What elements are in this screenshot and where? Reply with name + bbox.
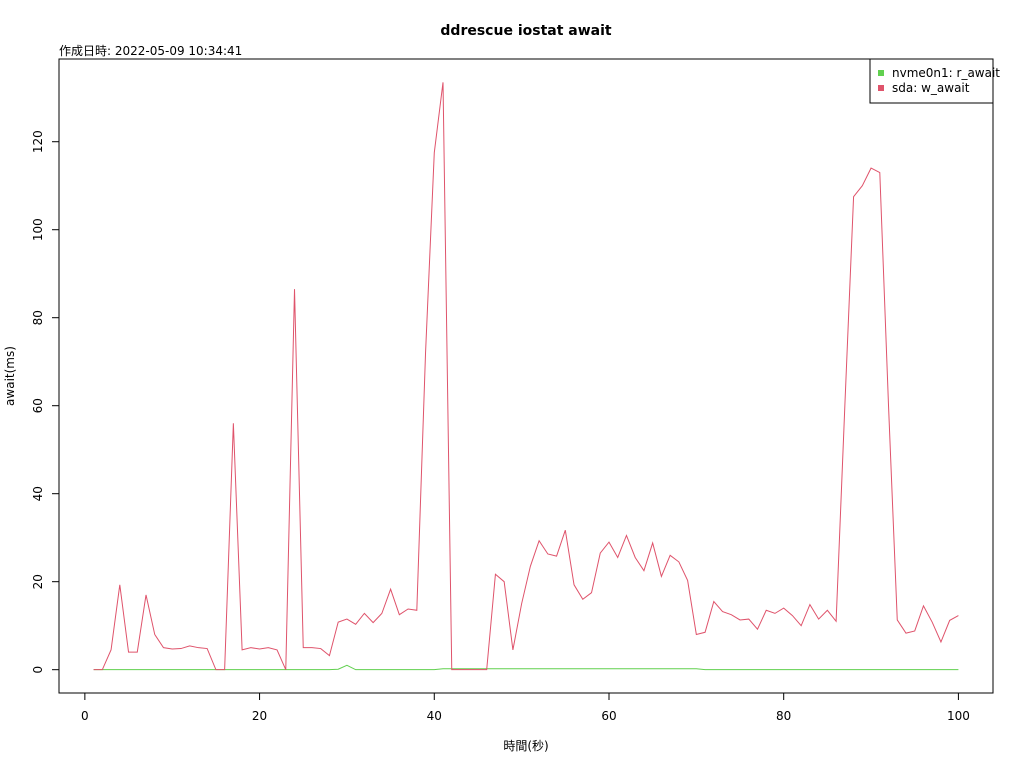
subtitle: 作成日時: 2022-05-09 10:34:41 xyxy=(59,44,242,58)
y-tick-label: 60 xyxy=(31,398,45,413)
x-axis-label: 時間(秒) xyxy=(503,739,548,753)
y-tick-label: 20 xyxy=(31,574,45,589)
series-line xyxy=(93,664,959,671)
x-tick-label: 0 xyxy=(81,709,89,723)
y-tick-label: 40 xyxy=(31,486,45,501)
legend-swatch xyxy=(878,85,884,91)
y-tick-label: 120 xyxy=(31,130,45,153)
y-tick-label: 100 xyxy=(31,218,45,241)
legend-label: nvme0n1: r_await xyxy=(892,66,1000,80)
x-tick-label: 80 xyxy=(776,709,791,723)
legend-swatch xyxy=(878,70,884,76)
series-line xyxy=(93,82,959,671)
legend-box xyxy=(869,58,994,104)
x-tick-label: 60 xyxy=(601,709,616,723)
legend-label: sda: w_await xyxy=(892,81,970,95)
x-tick-label: 40 xyxy=(427,709,442,723)
y-tick-label: 80 xyxy=(31,310,45,325)
plot-frame xyxy=(58,58,994,694)
x-tick-label: 100 xyxy=(947,709,970,723)
chart-title: ddrescue iostat await xyxy=(440,23,611,39)
y-axis-label: await(ms) xyxy=(3,346,17,406)
x-tick-label: 20 xyxy=(252,709,267,723)
y-tick-label: 0 xyxy=(31,666,45,674)
